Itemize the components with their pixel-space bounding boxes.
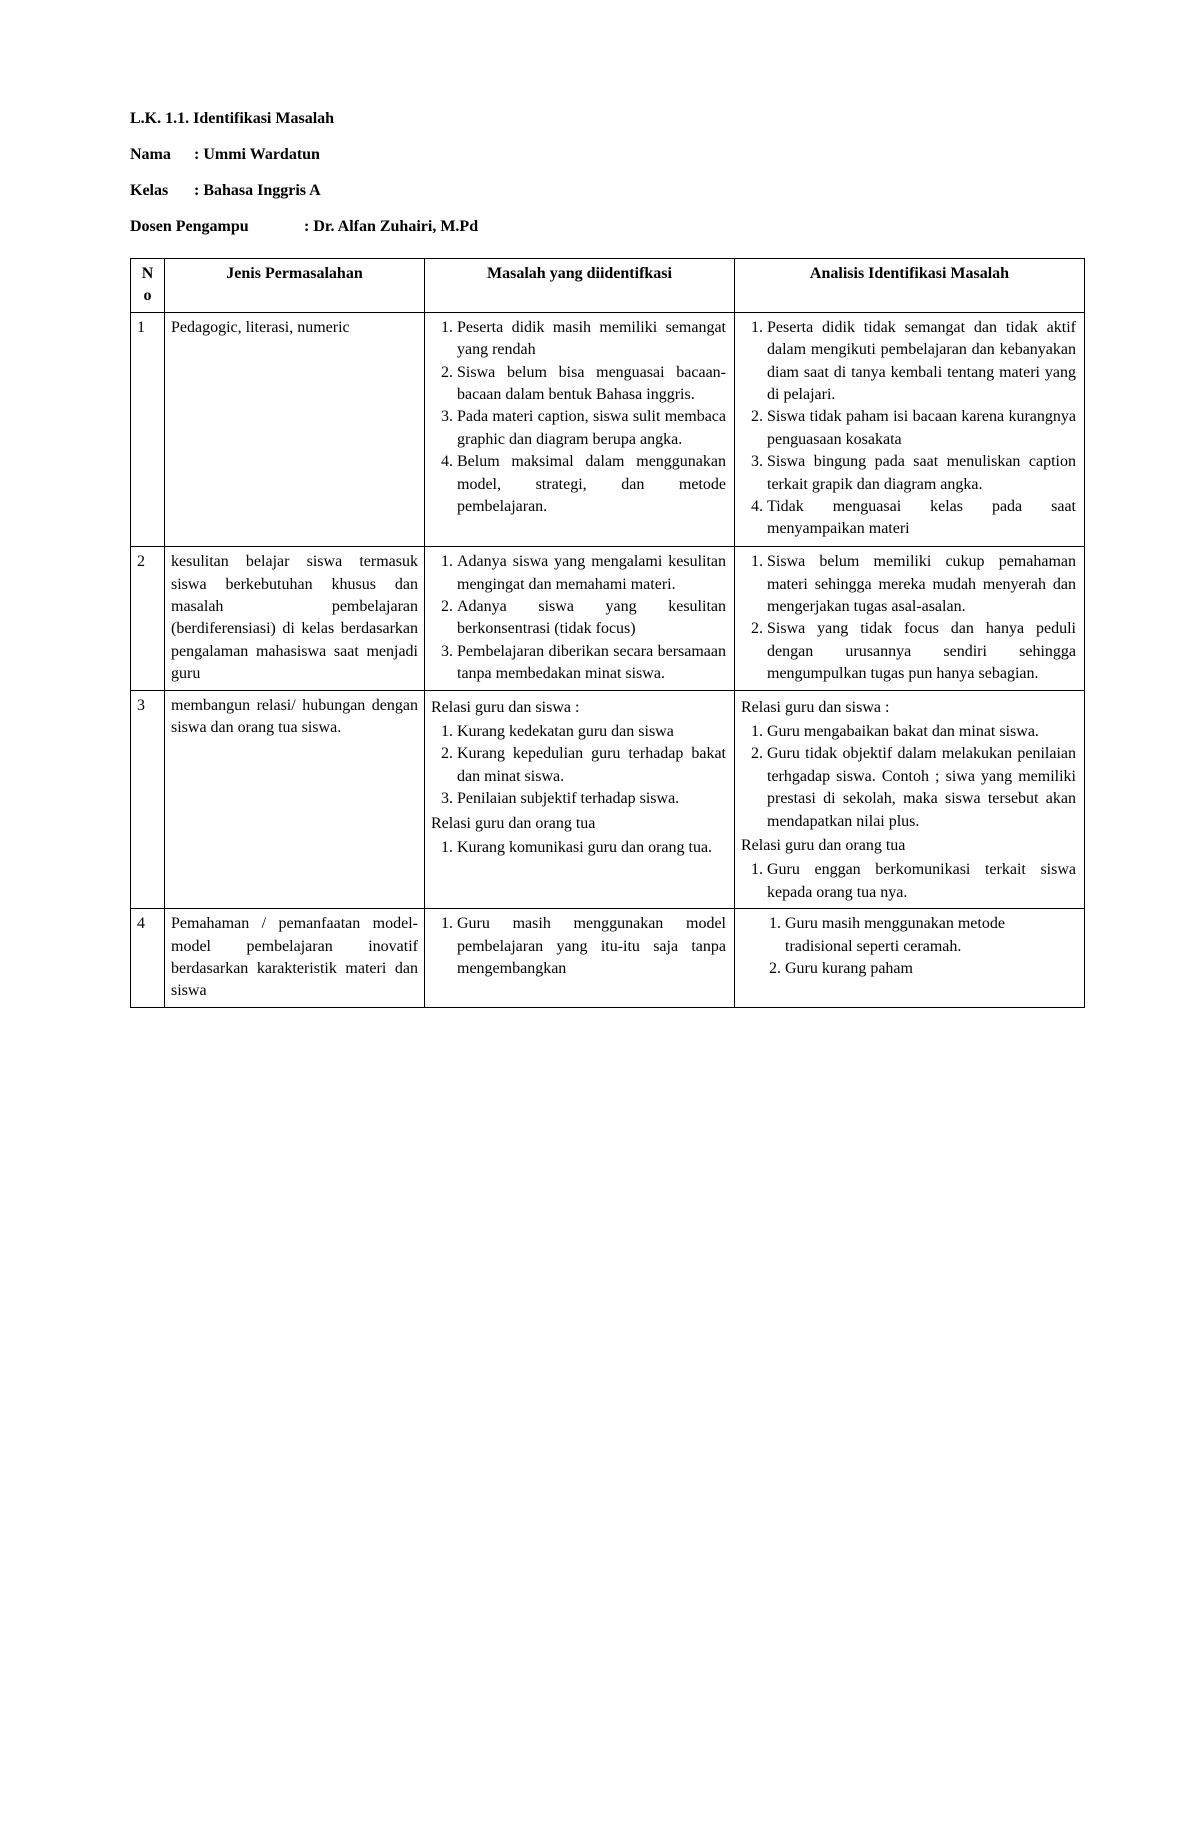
cell-jenis: Pemahaman / pemanfaatan model-model pemb…	[165, 909, 425, 1008]
list-item: Guru mengabaikan bakat dan minat siswa.	[767, 721, 1078, 743]
list-item: Adanya siswa yang mengalami kesulitan me…	[457, 551, 728, 596]
nama-line: Nama : Ummi Wardatun	[130, 146, 1085, 164]
cell-no: 4	[131, 909, 165, 1008]
list-item: Peserta didik tidak semangat dan tidak a…	[767, 317, 1078, 407]
cell-analisis: Peserta didik tidak semangat dan tidak a…	[735, 312, 1085, 547]
cell-no: 1	[131, 312, 165, 547]
table-row: 4 Pemahaman / pemanfaatan model-model pe…	[131, 909, 1085, 1008]
cell-jenis: membangun relasi/ hubungan dengan siswa …	[165, 690, 425, 909]
cell-analisis: Siswa belum memiliki cukup pemahaman mat…	[735, 547, 1085, 690]
list-item: Tidak menguasai kelas pada saat menyampa…	[767, 496, 1078, 541]
cell-masalah: Guru masih menggunakan model pembelajara…	[425, 909, 735, 1008]
th-masalah: Masalah yang diidentifkasi	[425, 259, 735, 313]
list-item: Guru tidak objektif dalam melakukan peni…	[767, 743, 1078, 833]
list-item: Guru enggan berkomunikasi terkait siswa …	[767, 859, 1078, 904]
list-item: Siswa bingung pada saat menuliskan capti…	[767, 451, 1078, 496]
list-item: Adanya siswa yang kesulitan berkonsentra…	[457, 596, 728, 641]
identifikasi-table: N o Jenis Permasalahan Masalah yang diid…	[130, 258, 1085, 1008]
th-analisis: Analisis Identifikasi Masalah	[735, 259, 1085, 313]
list-item: Kurang kedekatan guru dan siswa	[457, 721, 728, 743]
cell-masalah: Peserta didik masih memiliki semangat ya…	[425, 312, 735, 547]
cell-no: 2	[131, 547, 165, 690]
kelas-value: : Bahasa Inggris A	[194, 182, 321, 199]
table-header-row: N o Jenis Permasalahan Masalah yang diid…	[131, 259, 1085, 313]
subheading: Relasi guru dan siswa :	[431, 697, 728, 719]
document-header: L.K. 1.1. Identifikasi Masalah Nama : Um…	[130, 110, 1085, 236]
list-item: Penilaian subjektif terhadap siswa.	[457, 788, 728, 810]
cell-analisis: Relasi guru dan siswa : Guru mengabaikan…	[735, 690, 1085, 909]
dosen-value: : Dr. Alfan Zuhairi, M.Pd	[304, 218, 478, 235]
kelas-label: Kelas	[130, 182, 190, 200]
table-row: 3 membangun relasi/ hubungan dengan sisw…	[131, 690, 1085, 909]
dosen-label: Dosen Pengampu	[130, 218, 300, 236]
cell-analisis: Guru masih menggunakan metode tradisiona…	[735, 909, 1085, 1008]
cell-masalah: Adanya siswa yang mengalami kesulitan me…	[425, 547, 735, 690]
kelas-line: Kelas : Bahasa Inggris A	[130, 182, 1085, 200]
list-item: Kurang kepedulian guru terhadap bakat da…	[457, 743, 728, 788]
cell-masalah: Relasi guru dan siswa : Kurang kedekatan…	[425, 690, 735, 909]
table-row: 1 Pedagogic, literasi, numeric Peserta d…	[131, 312, 1085, 547]
th-no: N o	[131, 259, 165, 313]
list-item: Guru masih menggunakan model pembelajara…	[457, 913, 728, 980]
list-item: Siswa yang tidak focus dan hanya peduli …	[767, 618, 1078, 685]
table-row: 2 kesulitan belajar siswa termasuk siswa…	[131, 547, 1085, 690]
cell-no: 3	[131, 690, 165, 909]
th-jenis: Jenis Permasalahan	[165, 259, 425, 313]
cell-jenis: kesulitan belajar siswa termasuk siswa b…	[165, 547, 425, 690]
list-item: Kurang komunikasi guru dan orang tua.	[457, 837, 728, 859]
nama-value: : Ummi Wardatun	[194, 146, 320, 163]
list-item: Siswa belum bisa menguasai bacaan-bacaan…	[457, 362, 728, 407]
list-item: Guru kurang paham	[785, 958, 1078, 980]
list-item: Pembelajaran diberikan secara bersamaan …	[457, 641, 728, 686]
list-item: Siswa tidak paham isi bacaan karena kura…	[767, 406, 1078, 451]
cell-jenis: Pedagogic, literasi, numeric	[165, 312, 425, 547]
subheading: Relasi guru dan orang tua	[741, 835, 1078, 857]
nama-label: Nama	[130, 146, 190, 164]
list-item: Peserta didik masih memiliki semangat ya…	[457, 317, 728, 362]
list-item: Belum maksimal dalam menggunakan model, …	[457, 451, 728, 518]
list-item: Guru masih menggunakan metode tradisiona…	[785, 913, 1078, 958]
dosen-line: Dosen Pengampu : Dr. Alfan Zuhairi, M.Pd	[130, 218, 1085, 236]
subheading: Relasi guru dan orang tua	[431, 813, 728, 835]
list-item: Siswa belum memiliki cukup pemahaman mat…	[767, 551, 1078, 618]
list-item: Pada materi caption, siswa sulit membaca…	[457, 406, 728, 451]
subheading: Relasi guru dan siswa :	[741, 697, 1078, 719]
doc-title: L.K. 1.1. Identifikasi Masalah	[130, 110, 1085, 128]
